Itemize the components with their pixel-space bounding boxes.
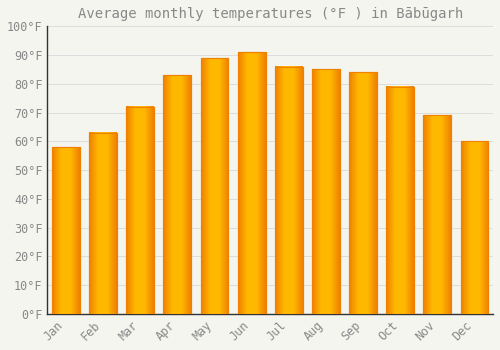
Bar (200, 58, 228, 314)
Bar (424, 116, 452, 314)
Bar (312, 69, 340, 314)
Bar (349, 72, 377, 314)
Bar (312, 69, 340, 314)
Bar (200, 58, 228, 314)
Title: Average monthly temperatures (°F ) in Bābūgarh: Average monthly temperatures (°F ) in Bā… (78, 7, 463, 21)
Bar (424, 116, 452, 314)
Bar (126, 107, 154, 314)
Bar (386, 87, 414, 314)
Bar (238, 52, 266, 314)
Bar (89, 133, 117, 314)
Bar (238, 52, 266, 314)
Bar (349, 72, 377, 314)
Bar (460, 141, 488, 314)
Bar (164, 75, 192, 314)
Bar (164, 75, 192, 314)
Bar (386, 87, 414, 314)
Bar (275, 66, 302, 314)
Bar (52, 147, 80, 314)
Bar (275, 66, 302, 314)
Bar (89, 133, 117, 314)
Bar (52, 147, 80, 314)
Bar (460, 141, 488, 314)
Bar (126, 107, 154, 314)
